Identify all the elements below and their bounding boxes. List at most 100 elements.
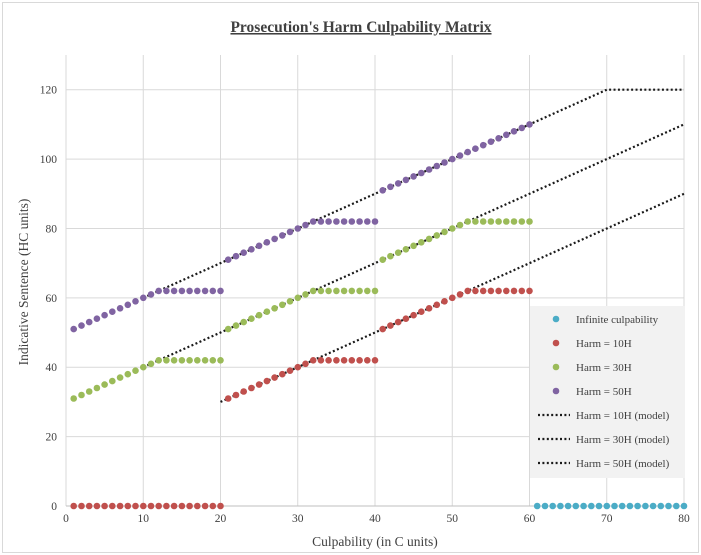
- data-point: [433, 232, 441, 239]
- data-point: [132, 298, 139, 305]
- data-point: [279, 301, 286, 309]
- x-tick-label: 30: [292, 513, 304, 525]
- data-point: [124, 301, 132, 309]
- data-point: [364, 357, 371, 364]
- data-point: [418, 169, 425, 177]
- data-point: [425, 166, 433, 173]
- data-point: [379, 187, 387, 194]
- data-point: [101, 502, 108, 510]
- data-point: [70, 325, 77, 333]
- data-point: [333, 287, 340, 295]
- data-point: [255, 242, 263, 250]
- data-point: [93, 315, 101, 323]
- data-point: [178, 287, 186, 295]
- data-point: [224, 325, 232, 333]
- x-tick-label: 80: [678, 513, 690, 525]
- data-point: [101, 311, 108, 319]
- data-point: [294, 363, 302, 371]
- data-point: [178, 357, 186, 364]
- data-point: [340, 218, 348, 225]
- data-point: [510, 218, 518, 225]
- data-point: [533, 502, 541, 510]
- data-point: [93, 502, 101, 510]
- y-tick-label: 80: [46, 223, 58, 235]
- data-point: [518, 287, 526, 295]
- data-point: [263, 377, 271, 385]
- data-point: [109, 308, 116, 316]
- x-tick-label: 60: [524, 513, 536, 525]
- data-point: [410, 173, 417, 180]
- data-point: [155, 502, 162, 510]
- x-tick-label: 40: [369, 513, 381, 525]
- data-point: [147, 502, 155, 510]
- data-point: [309, 287, 317, 295]
- data-point: [140, 294, 147, 302]
- data-point: [364, 218, 371, 225]
- data-point: [263, 239, 271, 246]
- data-point: [163, 287, 170, 295]
- data-point: [394, 249, 402, 256]
- data-point: [356, 287, 363, 295]
- data-point: [279, 232, 286, 239]
- data-point: [271, 305, 278, 312]
- data-point: [394, 180, 402, 187]
- data-point: [140, 363, 147, 371]
- data-point: [487, 218, 495, 225]
- data-point: [101, 381, 108, 388]
- data-point: [518, 124, 526, 132]
- data-point: [364, 287, 371, 295]
- data-point: [526, 121, 533, 128]
- data-point: [449, 225, 456, 232]
- data-point: [116, 502, 124, 510]
- data-point: [170, 502, 178, 510]
- data-point: [78, 502, 85, 510]
- data-point: [93, 384, 101, 392]
- data-point: [487, 138, 495, 145]
- data-point: [132, 367, 139, 375]
- x-tick-label: 70: [601, 513, 613, 525]
- data-point: [78, 322, 85, 329]
- x-tick-label: 10: [138, 513, 150, 525]
- data-point: [433, 162, 441, 170]
- data-point: [456, 221, 464, 229]
- data-point: [402, 246, 410, 253]
- data-point: [194, 287, 201, 295]
- data-point: [441, 298, 448, 305]
- data-point: [642, 502, 649, 510]
- data-point: [255, 381, 263, 388]
- data-point: [402, 176, 410, 184]
- data-point: [557, 502, 564, 510]
- data-point: [186, 287, 193, 295]
- data-point: [464, 218, 472, 225]
- data-point: [472, 145, 479, 152]
- data-point: [201, 357, 209, 364]
- data-point: [449, 155, 456, 163]
- data-point: [333, 357, 340, 364]
- y-tick-label: 0: [51, 501, 57, 513]
- data-point: [526, 218, 533, 225]
- data-point: [665, 502, 672, 510]
- data-point: [479, 218, 487, 225]
- data-point: [155, 287, 162, 295]
- tick-labels: 0 20 40 60 80 100 120 0 10 20 30 40 50 60 70 80: [40, 85, 690, 525]
- data-point: [109, 502, 116, 510]
- data-point: [217, 287, 224, 295]
- data-point: [232, 322, 240, 329]
- data-point: [317, 218, 325, 225]
- data-point: [263, 308, 271, 316]
- data-point: [309, 218, 317, 225]
- data-point: [410, 311, 417, 319]
- data-point: [309, 357, 317, 364]
- data-point: [418, 239, 425, 246]
- legend-label: Harm = 10H (model): [576, 410, 670, 422]
- data-point: [163, 502, 170, 510]
- data-point: [595, 502, 603, 510]
- data-point: [634, 502, 641, 510]
- data-point: [302, 360, 309, 368]
- data-point: [487, 287, 495, 295]
- data-point: [410, 242, 417, 250]
- data-point: [147, 360, 155, 368]
- y-tick-label: 120: [40, 85, 58, 97]
- data-point: [348, 287, 356, 295]
- data-point: [109, 377, 116, 385]
